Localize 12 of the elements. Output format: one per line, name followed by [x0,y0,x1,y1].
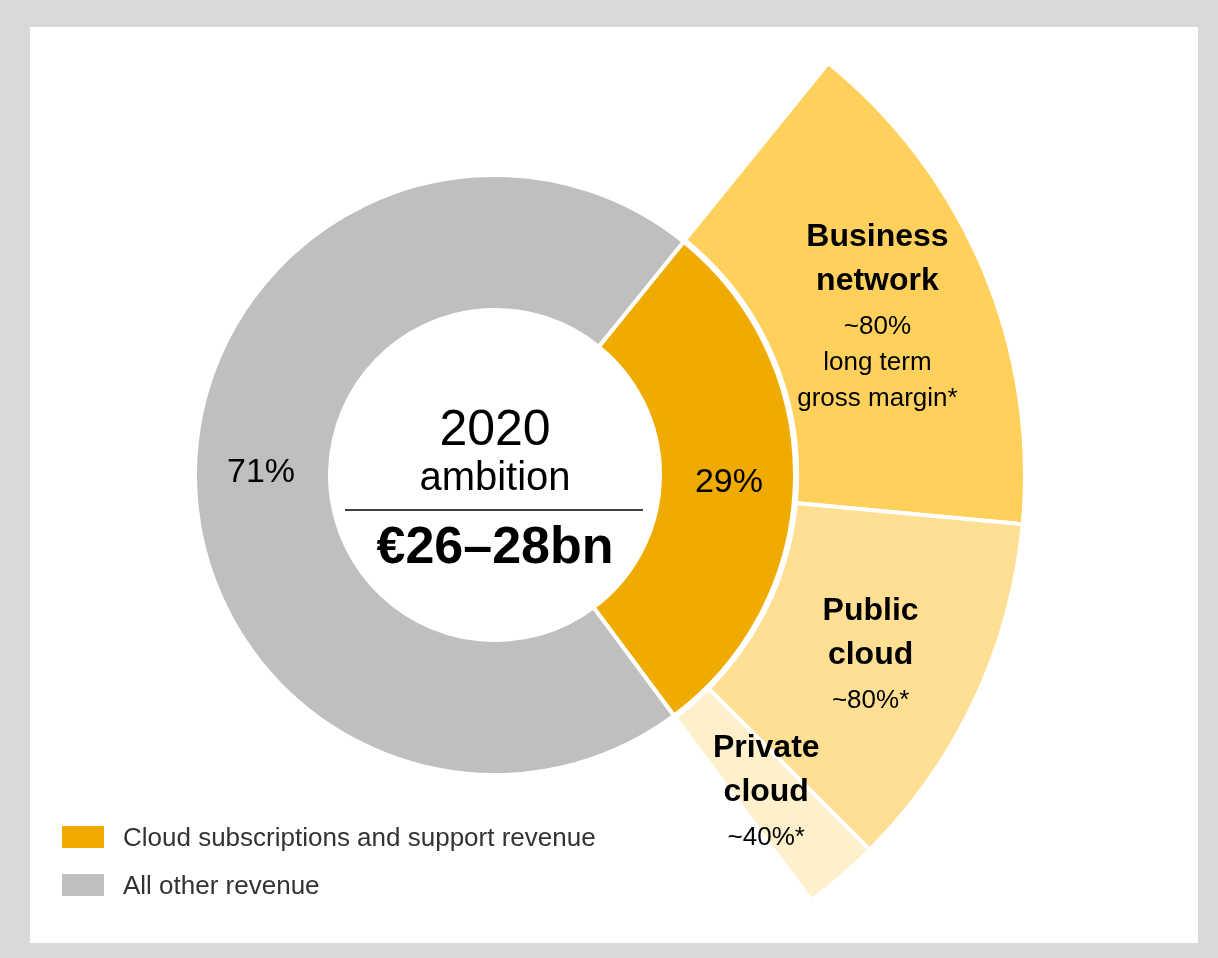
slice-label: Public cloud [822,590,919,671]
text: 2020 ambition [419,400,571,498]
text: ~40%* [727,821,805,852]
data-label: 71% [227,451,296,490]
legend-label: All other revenue [123,870,320,900]
text: ~80% long term gross margin* [797,309,958,412]
data-label: 29% [694,460,763,499]
slice-label: Business network [806,216,949,297]
legend-label: Cloud subscriptions and support revenue [123,822,596,852]
text: ~80%* [831,683,910,714]
text: €26–28bn [376,516,614,574]
slice-label: Private cloud [712,728,820,809]
